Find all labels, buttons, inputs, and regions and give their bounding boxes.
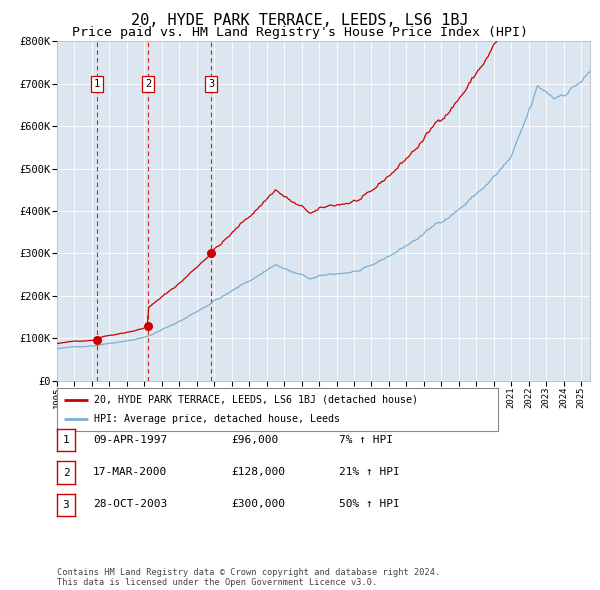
Text: 3: 3 <box>208 78 214 88</box>
Text: HPI: Average price, detached house, Leeds: HPI: Average price, detached house, Leed… <box>94 414 340 424</box>
Text: 1: 1 <box>62 435 70 445</box>
Text: £128,000: £128,000 <box>231 467 285 477</box>
Text: Price paid vs. HM Land Registry's House Price Index (HPI): Price paid vs. HM Land Registry's House … <box>72 26 528 39</box>
Text: 09-APR-1997: 09-APR-1997 <box>93 435 167 444</box>
Text: 17-MAR-2000: 17-MAR-2000 <box>93 467 167 477</box>
Text: 3: 3 <box>62 500 70 510</box>
Text: 50% ↑ HPI: 50% ↑ HPI <box>339 500 400 509</box>
Text: 28-OCT-2003: 28-OCT-2003 <box>93 500 167 509</box>
Text: Contains HM Land Registry data © Crown copyright and database right 2024.
This d: Contains HM Land Registry data © Crown c… <box>57 568 440 587</box>
Text: 1: 1 <box>94 78 100 88</box>
Text: 2: 2 <box>62 468 70 477</box>
Text: 2: 2 <box>145 78 151 88</box>
Text: £96,000: £96,000 <box>231 435 278 444</box>
Text: 7% ↑ HPI: 7% ↑ HPI <box>339 435 393 444</box>
Text: 20, HYDE PARK TERRACE, LEEDS, LS6 1BJ: 20, HYDE PARK TERRACE, LEEDS, LS6 1BJ <box>131 13 469 28</box>
Text: 21% ↑ HPI: 21% ↑ HPI <box>339 467 400 477</box>
Text: 20, HYDE PARK TERRACE, LEEDS, LS6 1BJ (detached house): 20, HYDE PARK TERRACE, LEEDS, LS6 1BJ (d… <box>94 395 418 405</box>
Text: £300,000: £300,000 <box>231 500 285 509</box>
